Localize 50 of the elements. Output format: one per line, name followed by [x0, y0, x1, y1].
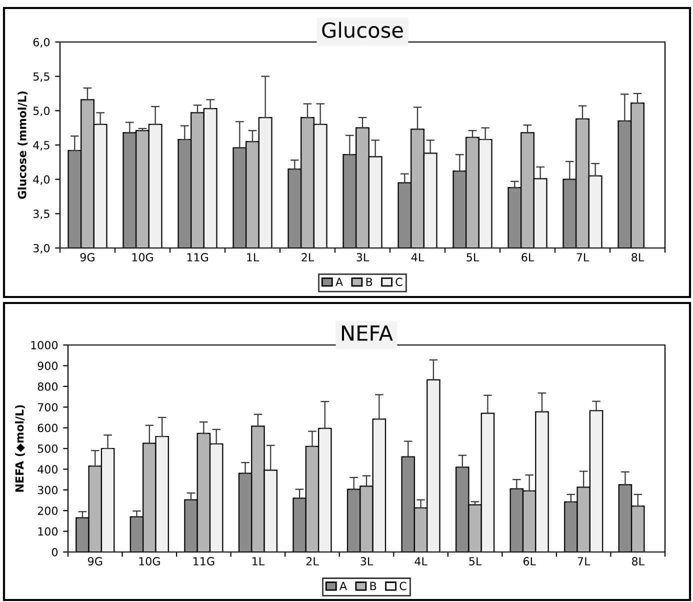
x-tick-label: 2L: [306, 557, 319, 566]
x-tick-label: 11G: [194, 557, 214, 566]
y-tick-label: 0: [52, 548, 58, 556]
y-tick-label: 500: [38, 444, 58, 453]
x-tick-label: 4L: [411, 253, 424, 262]
x-tick-label: 10G: [132, 253, 153, 262]
x-tick-label: 5L: [469, 557, 482, 566]
y-axis-title: Glucose (mmol/L): [18, 91, 28, 199]
y-tick-label: 700: [38, 403, 58, 412]
x-tick-label: 1L: [252, 557, 265, 566]
y-tick-label: 5,5: [33, 72, 50, 82]
x-tick-label: 8L: [632, 557, 644, 566]
y-tick-label: 400: [38, 465, 58, 474]
legend-label: C: [400, 582, 406, 590]
chart-title: Glucose: [322, 22, 403, 38]
x-tick-label: 3L: [356, 253, 370, 262]
y-tick-label: 1000: [31, 340, 58, 350]
x-tick-label: 6L: [522, 253, 534, 262]
x-tick-label: 9G: [88, 557, 102, 566]
y-tick-label: 900: [38, 362, 58, 370]
y-tick-label: 600: [38, 424, 58, 432]
x-tick-label: 1L: [247, 253, 260, 262]
x-tick-label: 6L: [523, 557, 536, 566]
y-tick-label: 100: [38, 527, 58, 536]
x-tick-label: 8L: [632, 253, 644, 262]
y-tick-label: 300: [38, 486, 58, 494]
y-tick-label: 4,5: [33, 141, 50, 151]
y-axis-title: NEFA (◆mol/L): [15, 405, 25, 492]
legend-label: B: [366, 278, 372, 286]
x-tick-label: 9G: [80, 253, 94, 262]
x-tick-label: 10G: [139, 557, 160, 566]
y-tick-label: 5,0: [33, 106, 50, 116]
x-tick-label: 7L: [578, 557, 590, 566]
legend-label: B: [370, 582, 376, 590]
chart-title: NEFA: [342, 325, 393, 341]
x-tick-label: 7L: [576, 253, 590, 262]
legend-label: C: [396, 278, 402, 286]
x-tick-label: 5L: [466, 253, 480, 262]
y-tick-label: 3,5: [33, 210, 50, 220]
legend-label: A: [340, 582, 347, 590]
x-tick-label: 4L: [414, 557, 428, 566]
y-tick-label: 200: [38, 506, 58, 515]
y-tick-label: 3,0: [33, 244, 50, 254]
legend-label: A: [336, 278, 343, 286]
y-tick-label: 4,0: [33, 175, 50, 185]
y-tick-label: 800: [38, 382, 58, 391]
x-tick-label: 3L: [360, 557, 374, 566]
x-tick-label: 11G: [187, 253, 208, 262]
x-tick-label: 2L: [302, 253, 314, 262]
y-tick-label: 6,0: [33, 38, 50, 48]
